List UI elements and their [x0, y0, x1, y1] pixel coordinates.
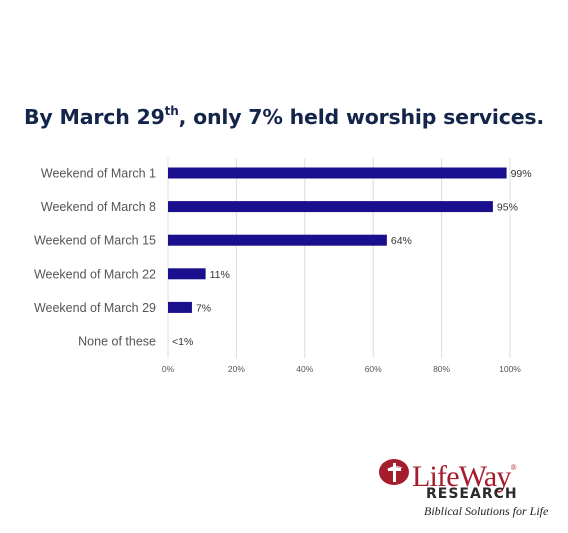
- title-prefix: By March 29: [23, 105, 165, 129]
- bar: [168, 167, 507, 179]
- value-label: 7%: [196, 302, 211, 314]
- bar: [168, 301, 192, 313]
- title-suffix: , only 7% held worship services.: [178, 105, 545, 129]
- value-labels: 99% 95% 64% 11% 7% <1%: [172, 168, 532, 348]
- value-label: 99%: [511, 168, 532, 180]
- x-tick-label: 0%: [162, 364, 175, 374]
- x-tick-label: 80%: [433, 364, 450, 374]
- category-label: Weekend of March 8: [41, 200, 156, 214]
- x-tick-label: 40%: [296, 364, 313, 374]
- category-label: Weekend of March 15: [34, 234, 156, 248]
- category-label: Weekend of March 1: [41, 167, 156, 181]
- logo-name-text: LifeWay: [412, 460, 511, 493]
- category-label: None of these: [78, 335, 156, 349]
- x-tick-label: 20%: [228, 364, 245, 374]
- value-label: 95%: [497, 202, 518, 214]
- logo-tagline: Biblical Solutions for Life: [424, 504, 549, 518]
- bars: [168, 167, 507, 313]
- registered-mark: ®: [510, 463, 517, 472]
- category-label: Weekend of March 22: [34, 267, 156, 281]
- value-label: <1%: [172, 336, 193, 348]
- x-axis-ticks: 0% 20% 40% 60% 80% 100%: [162, 364, 521, 374]
- category-labels: Weekend of March 1 Weekend of March 8 Week…: [34, 167, 156, 349]
- logo-name: LifeWay®: [412, 452, 517, 493]
- bar: [168, 268, 206, 280]
- category-label: Weekend of March 29: [34, 301, 156, 315]
- bar: [168, 201, 493, 213]
- logo-subtitle: RESEARCH: [426, 486, 518, 502]
- x-tick-label: 60%: [365, 364, 382, 374]
- value-label: 11%: [210, 269, 230, 281]
- x-tick-label: 100%: [499, 364, 521, 374]
- cross-flame-icon: [379, 459, 409, 485]
- value-label: 64%: [391, 235, 412, 247]
- gridlines: [167, 158, 511, 358]
- title-superscript: th: [164, 104, 179, 118]
- bar: [168, 234, 387, 246]
- bar-chart: Weekend of March 1 Weekend of March 8 Week…: [34, 158, 532, 374]
- chart-title: By March 29th, only 7% held worship serv…: [0, 104, 568, 129]
- lifeway-research-logo: LifeWay® RESEARCH Biblical Solutions for…: [378, 452, 550, 524]
